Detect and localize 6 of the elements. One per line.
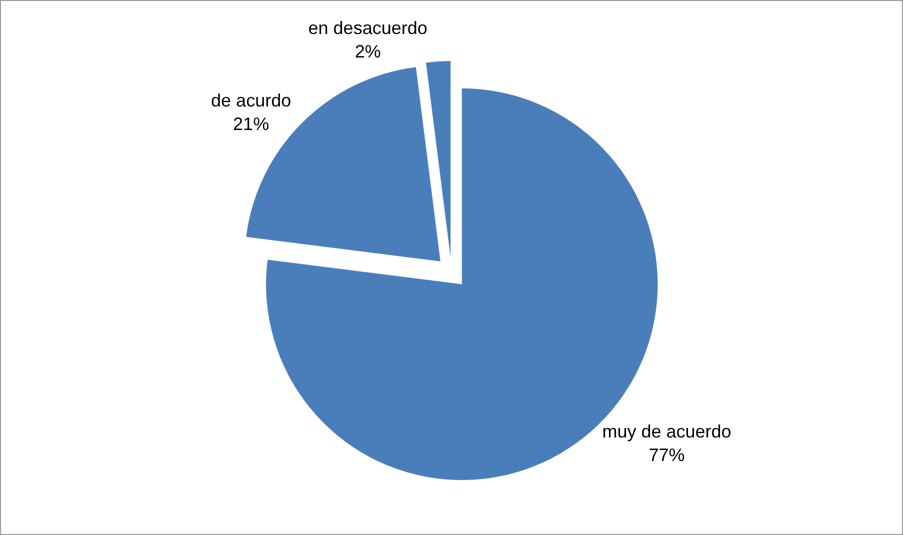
data-label: 2% [354,42,381,62]
slice-label: muy de acuerdo [602,422,732,442]
slice-label: de acurdo [211,90,292,110]
data-label: 77% [648,445,685,466]
slice-label: en desacuerdo [308,18,428,38]
data-label: 21% [233,114,270,134]
